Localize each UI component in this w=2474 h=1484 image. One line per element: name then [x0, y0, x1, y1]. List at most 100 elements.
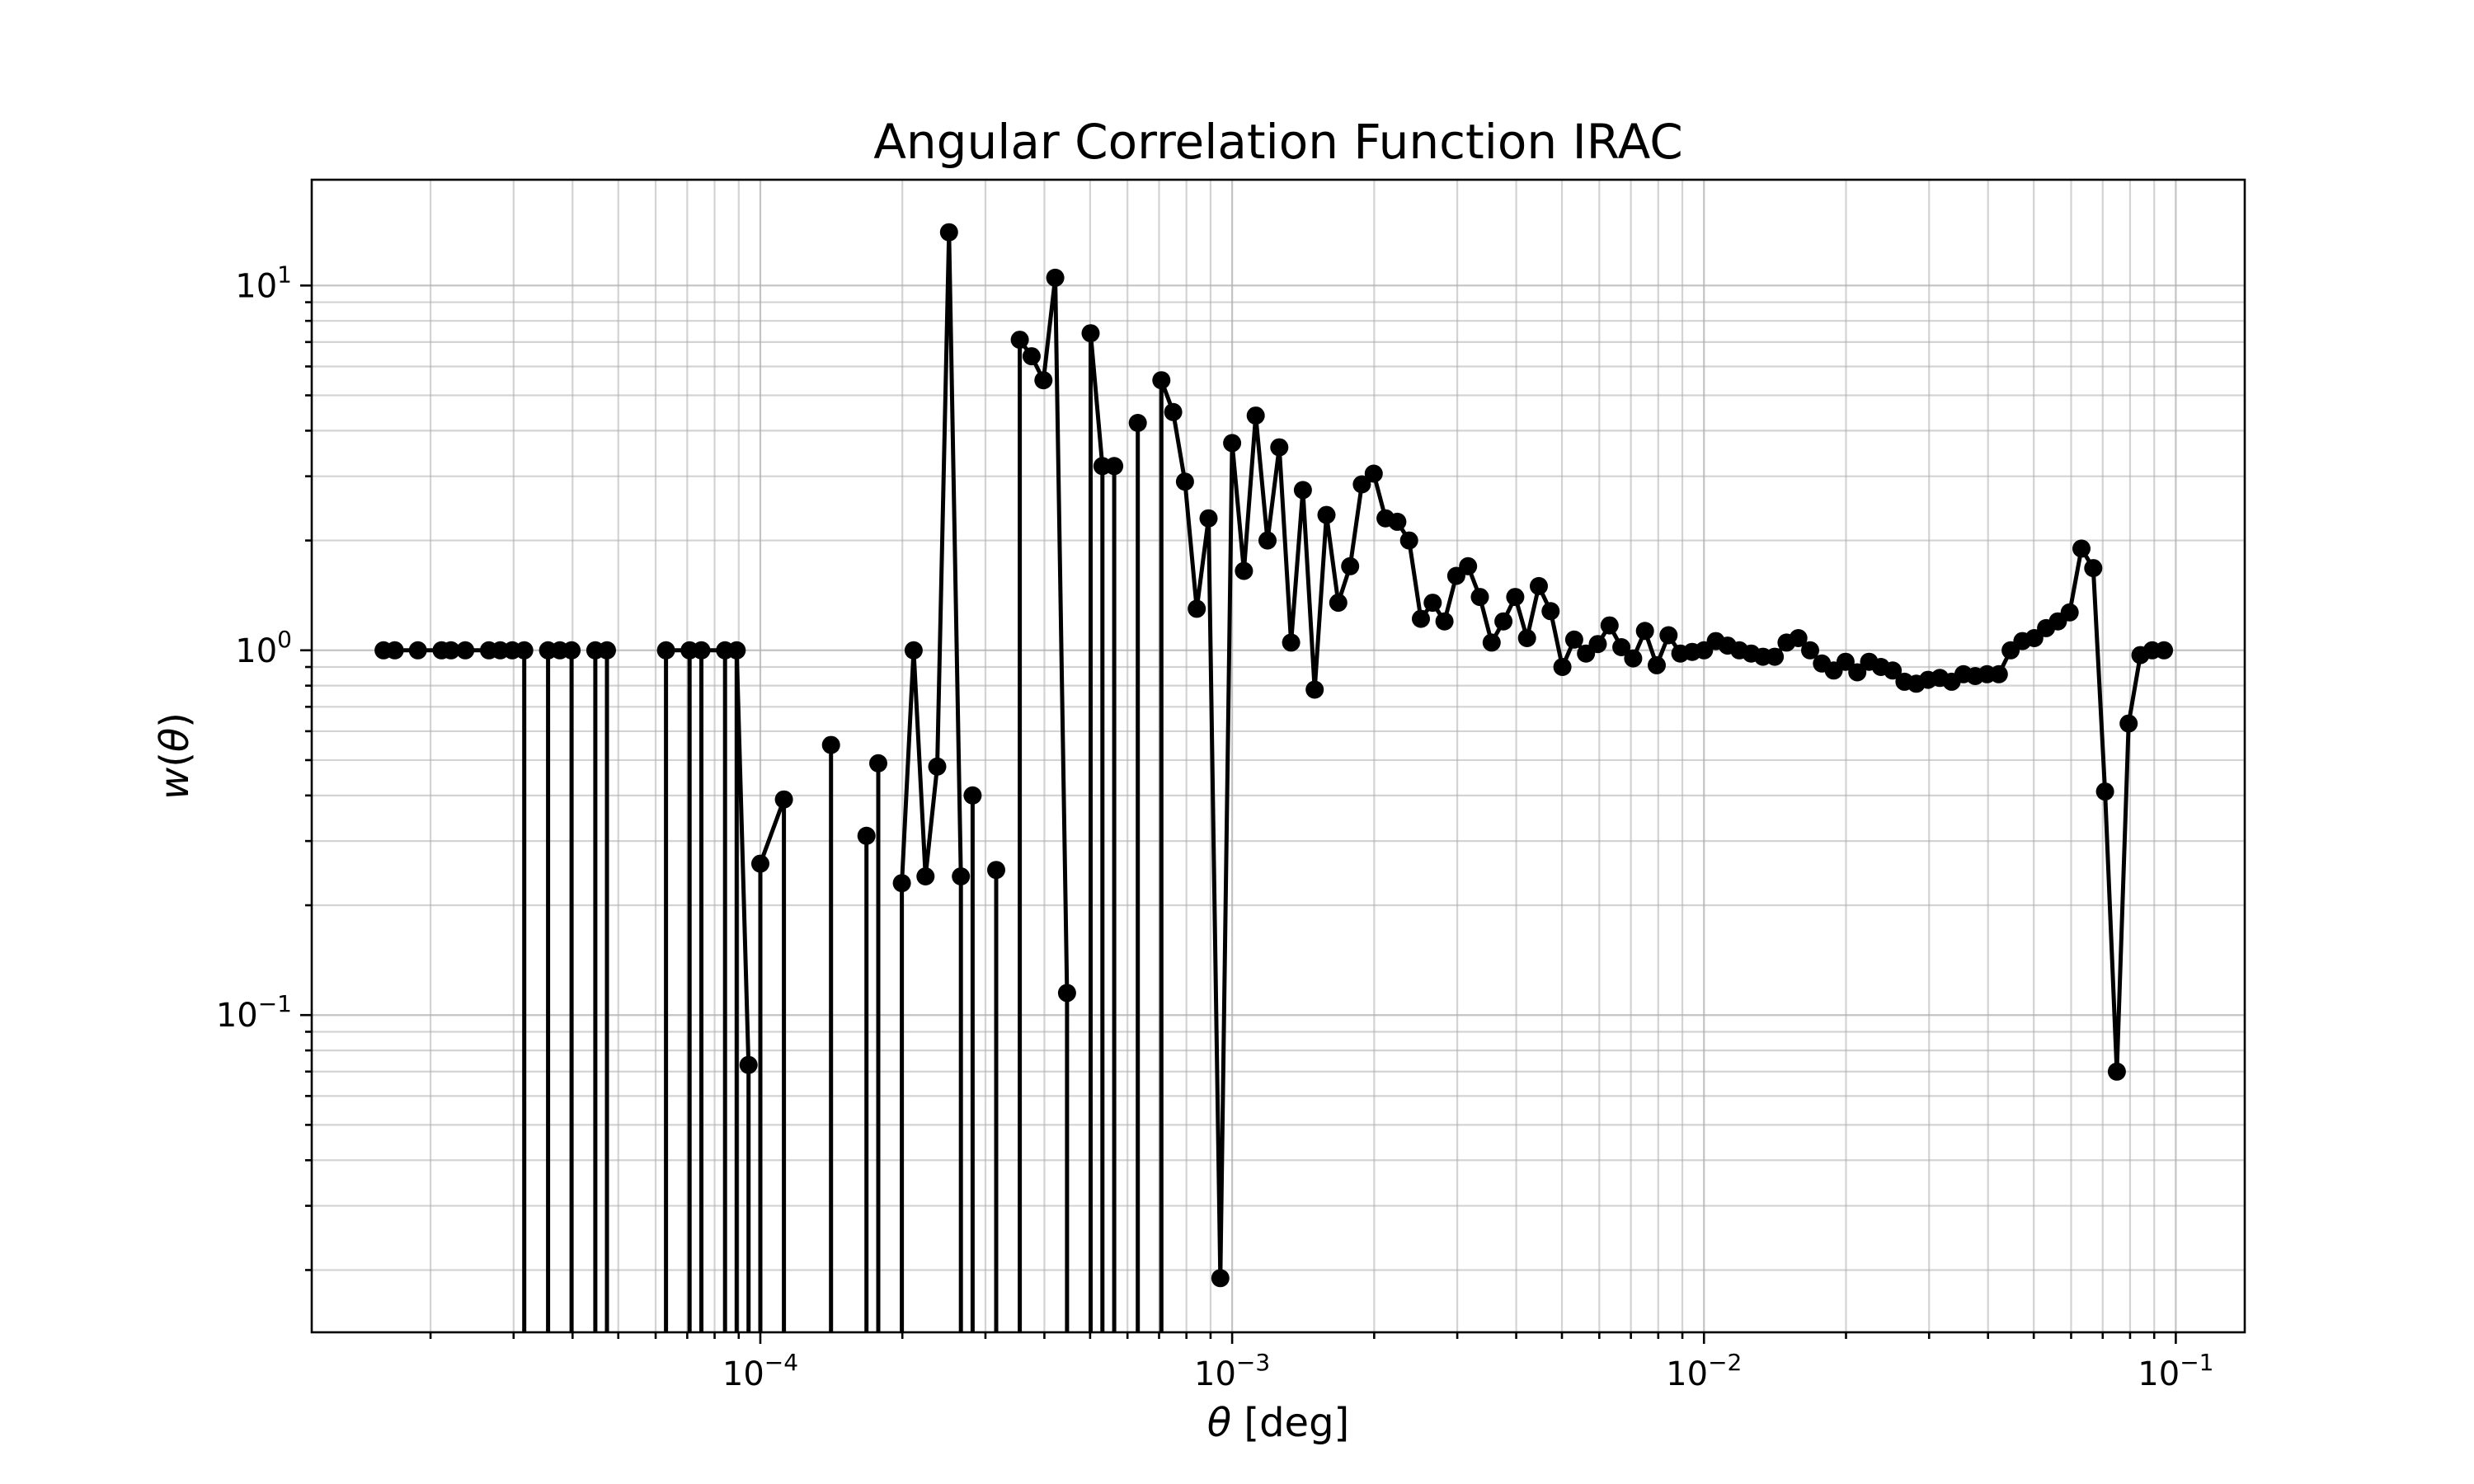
data-point [1989, 665, 2008, 683]
data-point [2155, 641, 2174, 660]
data-point [1199, 509, 1218, 528]
x-tick-label: 10−4 [722, 1349, 798, 1393]
data-point [1057, 984, 1076, 1003]
data-point [1246, 406, 1265, 425]
data-point [1612, 638, 1631, 656]
x-tick-label: 10−2 [1666, 1349, 1742, 1393]
y-axis-label: w(θ) [152, 712, 198, 800]
data-point [1341, 556, 1360, 575]
data-point [1317, 505, 1336, 524]
data-point [1258, 531, 1277, 550]
data-point [1494, 612, 1513, 631]
data-point [1517, 629, 1536, 647]
data-point [1412, 609, 1430, 628]
data-point [656, 641, 675, 660]
data-point [1223, 434, 1242, 453]
data-point [1235, 561, 1253, 580]
data-point [1648, 655, 1666, 674]
plot-area [312, 180, 2245, 1332]
x-tick-label: 10−1 [2138, 1349, 2213, 1393]
data-point [952, 867, 971, 885]
data-point [1530, 576, 1548, 595]
data-point [1564, 630, 1583, 649]
data-point [1270, 438, 1289, 457]
data-point [456, 641, 475, 660]
series-layer [374, 223, 2174, 1332]
data-point [1624, 649, 1643, 668]
chart-title: Angular Correlation Function IRAC [873, 114, 1683, 170]
data-point [739, 1055, 758, 1074]
data-point [751, 854, 769, 873]
data-point [2084, 559, 2103, 578]
data-point [562, 641, 581, 660]
data-point [1022, 347, 1041, 366]
data-point [1329, 594, 1348, 613]
data-point [1541, 602, 1560, 621]
y-tick-label: 10−1 [216, 990, 292, 1035]
data-point [1435, 612, 1454, 631]
data-point [1801, 641, 1819, 660]
data-point [916, 867, 935, 885]
data-point [1470, 588, 1489, 607]
data-point [1010, 331, 1029, 350]
data-point [1046, 268, 1065, 287]
data-point [1128, 414, 1147, 432]
data-point [1836, 652, 1855, 671]
data-point [2025, 629, 2044, 647]
data-point [1081, 324, 1100, 343]
y-tick-label: 101 [235, 261, 292, 305]
data-point [1482, 633, 1501, 652]
data-point [408, 641, 427, 660]
data-point [598, 641, 616, 660]
data-point [1282, 633, 1300, 652]
x-axis-label: θ [deg] [1207, 1400, 1350, 1446]
data-point [1588, 635, 1607, 654]
data-point [2095, 782, 2114, 801]
data-point [904, 641, 923, 660]
data-point [1553, 658, 1572, 676]
data-point [857, 826, 876, 845]
data-point [1399, 531, 1418, 550]
data-point [1423, 594, 1442, 613]
data-point [385, 641, 404, 660]
data-point [2060, 603, 2079, 622]
data-point [928, 757, 947, 776]
data-point [1635, 622, 1654, 641]
data-point [1352, 475, 1371, 494]
data-point [963, 786, 982, 805]
data-point [1293, 481, 1312, 500]
x-tick-label: 10−3 [1194, 1349, 1270, 1393]
data-point [869, 754, 887, 773]
data-point [2072, 539, 2091, 558]
data-point [1105, 457, 1124, 476]
axis-ticks: 10−4 10−3 10−2 10−1 10−1 100 101 [216, 261, 2214, 1393]
data-point [1766, 647, 1785, 666]
axes-frame [310, 178, 2246, 1334]
data-point [2107, 1062, 2126, 1081]
data-point [1848, 663, 1867, 682]
data-point [1164, 402, 1183, 421]
data-point [727, 641, 746, 660]
data-point [1188, 599, 1206, 618]
data-point [1175, 472, 1194, 491]
data-point [1506, 588, 1525, 607]
data-point [1459, 556, 1478, 575]
data-point [1152, 371, 1171, 390]
data-point [1211, 1269, 1230, 1288]
data-point [692, 641, 711, 660]
data-point [892, 874, 911, 893]
data-point [1884, 661, 1903, 680]
data-point [1789, 629, 1808, 647]
data-point [821, 735, 840, 754]
data-point [1364, 464, 1383, 483]
data-point [2119, 714, 2138, 733]
data-point [774, 790, 793, 809]
data-point [987, 861, 1005, 880]
data-point [515, 641, 534, 660]
data-point [939, 223, 958, 242]
y-tick-label: 100 [235, 626, 292, 670]
data-point [1305, 680, 1324, 699]
data-point [441, 641, 460, 660]
data-point [1600, 616, 1619, 635]
